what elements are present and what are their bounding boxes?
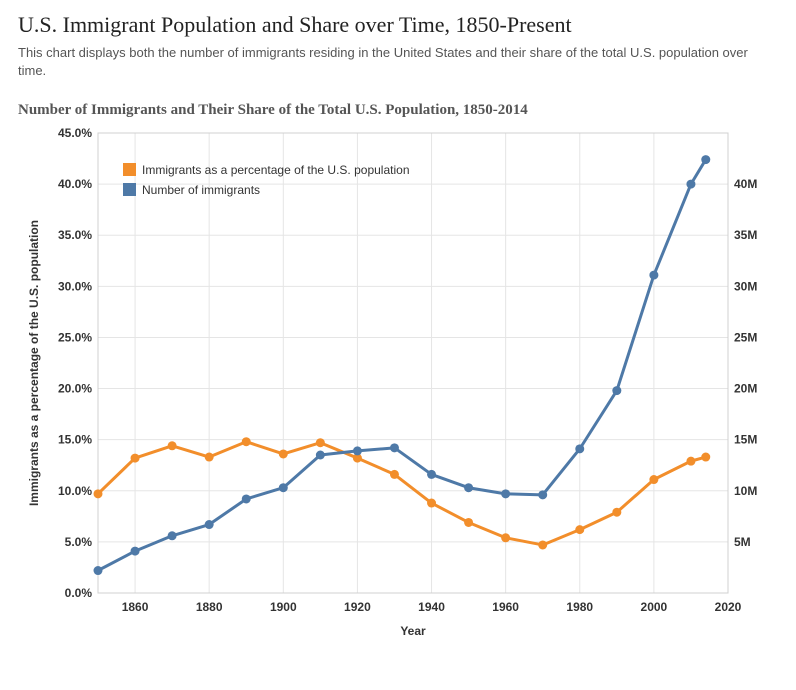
x-tick: 2000 [641, 600, 668, 614]
data-point [649, 271, 658, 280]
page-container: U.S. Immigrant Population and Share over… [0, 0, 796, 651]
data-point [686, 457, 695, 466]
y-right-tick: 5M [734, 535, 751, 549]
y-right-tick: 15M [734, 433, 757, 447]
y-right-tick: 30M [734, 280, 757, 294]
data-point [242, 438, 251, 447]
y-left-tick: 15.0% [58, 433, 92, 447]
y-right-tick: 40M [734, 177, 757, 191]
y-right-tick: 20M [734, 382, 757, 396]
data-point [538, 491, 547, 500]
data-point [575, 445, 584, 454]
y-left-axis-label: Immigrants as a percentage of the U.S. p… [27, 220, 41, 506]
data-point [427, 470, 436, 479]
data-point [538, 541, 547, 550]
data-point [131, 454, 140, 463]
x-tick: 2020 [715, 600, 742, 614]
y-left-tick: 30.0% [58, 280, 92, 294]
legend-swatch [123, 183, 136, 196]
data-point [94, 566, 103, 575]
data-point [242, 495, 251, 504]
data-point [316, 451, 325, 460]
x-tick: 1940 [418, 600, 445, 614]
data-point [390, 444, 399, 453]
data-point [612, 508, 621, 517]
data-point [168, 442, 177, 451]
x-tick: 1900 [270, 600, 297, 614]
x-tick: 1880 [196, 600, 223, 614]
y-left-tick: 0.0% [65, 586, 93, 600]
x-axis-label: Year [400, 624, 426, 638]
data-point [501, 490, 510, 499]
data-point [316, 439, 325, 448]
y-right-tick: 10M [734, 484, 757, 498]
data-point [131, 547, 140, 556]
x-tick: 1920 [344, 600, 371, 614]
legend-label: Immigrants as a percentage of the U.S. p… [142, 163, 410, 177]
data-point [427, 499, 436, 508]
description-text: This chart displays both the number of i… [18, 44, 778, 80]
data-point [205, 453, 214, 462]
y-right-tick: 35M [734, 229, 757, 243]
chart-subtitle: Number of Immigrants and Their Share of … [18, 102, 778, 119]
data-point [701, 453, 710, 462]
data-point [612, 386, 621, 395]
data-point [575, 525, 584, 534]
y-left-tick: 45.0% [58, 126, 92, 140]
data-point [390, 470, 399, 479]
data-point [279, 450, 288, 459]
y-left-tick: 10.0% [58, 484, 92, 498]
y-right-tick: 25M [734, 331, 757, 345]
legend-swatch [123, 163, 136, 176]
line-chart-svg: 0.0% 5.0% 10.0% 15.0% 20.0% 25.0% 30.0% 35.0% 40… [18, 123, 778, 643]
x-tick: 1980 [566, 600, 593, 614]
y-left-tick: 40.0% [58, 177, 92, 191]
data-point [464, 484, 473, 493]
y-left-tick: 25.0% [58, 331, 92, 345]
data-point [168, 532, 177, 541]
data-point [464, 518, 473, 527]
data-point [649, 475, 658, 484]
data-point [279, 484, 288, 493]
data-point [205, 520, 214, 529]
y-left-tick: 35.0% [58, 229, 92, 243]
y-left-tick: 5.0% [65, 535, 93, 549]
data-point [353, 447, 362, 456]
data-point [701, 155, 710, 164]
x-tick: 1960 [492, 600, 519, 614]
data-point [501, 534, 510, 543]
legend-label: Number of immigrants [142, 183, 260, 197]
x-tick: 1860 [122, 600, 149, 614]
data-point [94, 490, 103, 499]
main-title: U.S. Immigrant Population and Share over… [18, 12, 778, 38]
y-left-tick: 20.0% [58, 382, 92, 396]
chart-area: 0.0% 5.0% 10.0% 15.0% 20.0% 25.0% 30.0% 35.0% 40… [18, 123, 778, 643]
data-point [686, 180, 695, 189]
